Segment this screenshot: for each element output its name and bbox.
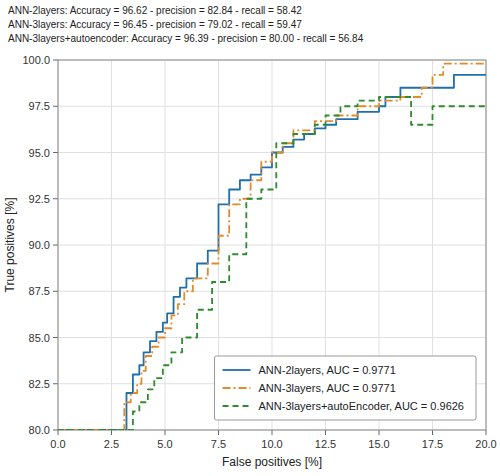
tick xyxy=(111,430,112,435)
tick xyxy=(53,291,58,292)
tick xyxy=(53,152,58,153)
x-axis-label: False positives [%] xyxy=(222,455,322,469)
grid-line xyxy=(58,291,486,292)
grid-line xyxy=(58,106,486,107)
tick-label: 100.0 xyxy=(22,54,50,66)
tick-label: 15.0 xyxy=(368,438,389,450)
legend-box xyxy=(215,356,476,420)
tick-label: 97.5 xyxy=(29,100,50,112)
tick xyxy=(53,245,58,246)
tick-label: 85.0 xyxy=(29,332,50,344)
tick xyxy=(165,430,166,435)
tick-label: 5.0 xyxy=(157,438,172,450)
annotation: ANN-3layers+autoencoder: Accuracy = 96.3… xyxy=(8,33,364,44)
tick-label: 7.5 xyxy=(211,438,226,450)
tick-label: 2.5 xyxy=(104,438,119,450)
tick xyxy=(53,198,58,199)
axes: 0.0 2.5 5.0 7.5 10.0 12.5 15.0 17.5 20.0 80.0 82.5… xyxy=(22,54,496,450)
tick-label: 90.0 xyxy=(29,239,50,251)
legend-swatch xyxy=(223,369,251,371)
annotation: ANN-2layers: Accuracy = 96.62 - precisio… xyxy=(8,5,302,16)
tick xyxy=(379,430,380,435)
tick xyxy=(486,430,487,435)
tick-label: 17.5 xyxy=(422,438,443,450)
tick-label: 0.0 xyxy=(50,438,65,450)
chart: ANN-2layers: Accuracy = 96.62 - precisio… xyxy=(0,0,500,476)
series-line xyxy=(58,64,486,430)
tick xyxy=(325,430,326,435)
grid-line xyxy=(58,198,486,199)
tick xyxy=(272,430,273,435)
series-line xyxy=(58,75,486,430)
grid-line xyxy=(58,337,486,338)
series-lines xyxy=(58,64,486,430)
tick-label: 95.0 xyxy=(29,147,50,159)
tick xyxy=(53,383,58,384)
annotations: ANN-2layers: Accuracy = 96.62 - precisio… xyxy=(8,5,364,44)
legend-swatch xyxy=(223,387,251,389)
tick-label: 12.5 xyxy=(315,438,336,450)
series-line xyxy=(58,97,486,430)
legend-label: ANN-3layers+autoEncoder, AUC = 0.9626 xyxy=(259,400,464,412)
tick xyxy=(53,106,58,107)
tick-label: 80.0 xyxy=(29,424,50,436)
tick-label: 92.5 xyxy=(29,193,50,205)
tick xyxy=(432,430,433,435)
tick-label: 87.5 xyxy=(29,285,50,297)
tick xyxy=(58,430,59,435)
tick xyxy=(218,430,219,435)
legend-label: ANN-3layers, AUC = 0.9771 xyxy=(259,382,396,394)
grid xyxy=(58,60,486,430)
tick-label: 10.0 xyxy=(261,438,282,450)
annotation: ANN-3layers: Accuracy = 96.45 - precisio… xyxy=(8,19,302,30)
tick xyxy=(53,60,58,61)
plot-area xyxy=(58,60,486,430)
tick-label: 20.0 xyxy=(475,438,496,450)
grid-line xyxy=(58,245,486,246)
tick xyxy=(53,337,58,338)
tick xyxy=(53,430,58,431)
legend-label: ANN-2layers, AUC = 0.9771 xyxy=(259,364,396,376)
legend: ANN-2layers, AUC = 0.9771 ANN-3layers, AU… xyxy=(215,356,476,420)
tick-label: 82.5 xyxy=(29,378,50,390)
y-axis-label: True positives [%] xyxy=(3,198,17,293)
plot-frame xyxy=(58,60,486,430)
legend-swatch xyxy=(223,405,251,407)
